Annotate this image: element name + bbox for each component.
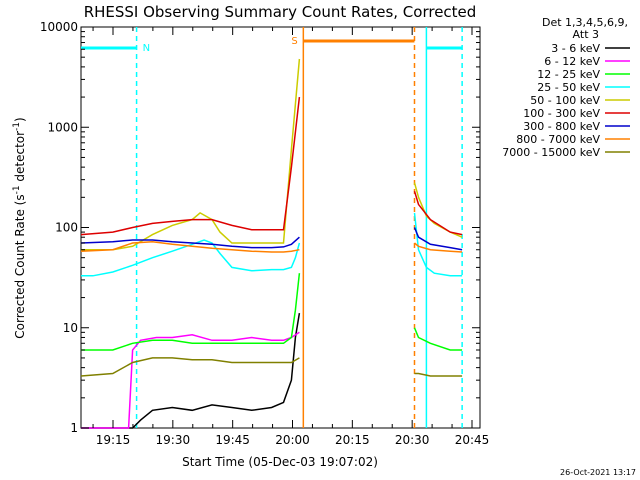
- legend-label-1: 6 - 12 keV: [544, 55, 600, 68]
- legend-label-5: 100 - 300 keV: [523, 107, 600, 120]
- legend-label-2: 12 - 25 keV: [537, 68, 600, 81]
- y-axis-ticks: 1 10 100 1000 10000: [40, 20, 480, 435]
- series-line-1-0: [81, 331, 300, 429]
- flag-label-n: N: [143, 43, 150, 54]
- chart-title: RHESSI Observing Summary Count Rates, Co…: [84, 3, 477, 21]
- y-tick-label-0: 1: [70, 421, 78, 435]
- legend-label-8: 7000 - 15000 keV: [502, 146, 600, 159]
- legend-header-line-1: Det 1,3,4,5,6,9,: [542, 16, 628, 29]
- x-tick-label-4: 20:15: [335, 433, 370, 447]
- flag-label-s: S: [291, 36, 297, 47]
- x-tick-label-1: 19:30: [156, 433, 191, 447]
- x-axis-ticks: 19:15 19:30 19:45 20:00 20:15 20:30 20:45: [92, 27, 490, 447]
- series-line-4-1: [413, 182, 463, 238]
- series-line-8-0: [80, 357, 300, 377]
- x-tick-label-2: 19:45: [215, 433, 250, 447]
- legend-label-0: 3 - 6 keV: [551, 42, 600, 55]
- legend-label-6: 300 - 800 keV: [523, 120, 600, 133]
- x-tick-label-0: 19:15: [96, 433, 131, 447]
- series-line-2-1: [413, 327, 463, 351]
- series-line-3-0: [81, 239, 301, 277]
- x-tick-label-3: 20:00: [275, 433, 310, 447]
- series-line-5-0: [80, 97, 301, 236]
- y-tick-label-1: 10: [63, 321, 78, 335]
- series-line-7-0: [80, 241, 300, 253]
- series-line-5-1: [413, 190, 463, 236]
- series-line-3-1: [413, 212, 463, 277]
- series-lines: [80, 58, 463, 429]
- series-line-6-1: [413, 227, 463, 251]
- series-line-8-1: [414, 372, 463, 377]
- legend-label-7: 800 - 7000 keV: [516, 133, 600, 146]
- timestamp: 26-Oct-2021 13:17: [560, 468, 636, 477]
- flags: NS: [81, 36, 463, 54]
- y-axis-label: Corrected Count Rate (s-1 detector-1): [12, 117, 27, 338]
- series-line-0-0: [81, 312, 301, 429]
- legend-label-3: 25 - 50 keV: [537, 81, 600, 94]
- legend-label-4: 50 - 100 keV: [530, 94, 600, 107]
- series-line-7-1: [414, 242, 463, 253]
- legend-header-line-2: Att 3: [573, 28, 599, 41]
- y-tick-label-4: 10000: [40, 20, 78, 34]
- series-line-4-0: [81, 58, 301, 251]
- y-tick-label-2: 100: [55, 221, 78, 235]
- series-line-6-0: [80, 236, 300, 249]
- series-line-2-0: [81, 273, 301, 351]
- x-axis-label: Start Time (05-Dec-03 19:07:02): [182, 455, 378, 469]
- plot-frame: [80, 26, 481, 429]
- plot-area: [80, 26, 481, 429]
- y-tick-label-3: 1000: [47, 120, 78, 134]
- x-tick-label-6: 20:45: [455, 433, 490, 447]
- x-tick-label-5: 20:30: [395, 433, 430, 447]
- vertical-markers: [135, 27, 463, 428]
